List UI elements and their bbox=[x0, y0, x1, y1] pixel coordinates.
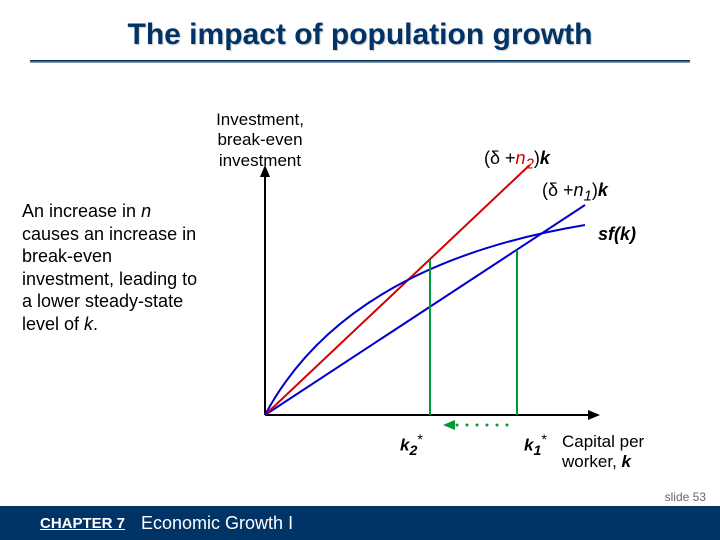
slide-number: slide 53 bbox=[665, 490, 706, 504]
label-k1star: k1* bbox=[524, 432, 547, 459]
break-even-line-n1 bbox=[265, 205, 585, 415]
chart-svg bbox=[255, 165, 605, 445]
chapter-label: CHAPTER 7 bbox=[40, 515, 125, 532]
label-sfk: sf(k) bbox=[598, 224, 636, 245]
break-even-line-n2 bbox=[265, 165, 535, 415]
shift-arrow bbox=[443, 420, 509, 430]
label-dn1k: (δ +n1)k bbox=[542, 180, 608, 205]
label-k2star: k2* bbox=[400, 432, 423, 459]
saving-curve bbox=[265, 225, 585, 415]
x-axis-arrow bbox=[588, 410, 600, 420]
y-axis-arrow bbox=[260, 165, 270, 177]
footer-title: Economic Growth I bbox=[141, 513, 293, 534]
x-axis-caption: Capital per worker, k bbox=[562, 432, 644, 473]
footer-bar: CHAPTER 7 Economic Growth I bbox=[0, 506, 720, 540]
label-dn2k: (δ +n2)k bbox=[484, 148, 550, 173]
title-underline bbox=[30, 60, 690, 63]
slide-title: The impact of population growth bbox=[0, 0, 720, 52]
y-axis-label: Investment, break-even investment bbox=[195, 110, 325, 171]
explanation-text: An increase in n causes an increase in b… bbox=[22, 200, 207, 335]
